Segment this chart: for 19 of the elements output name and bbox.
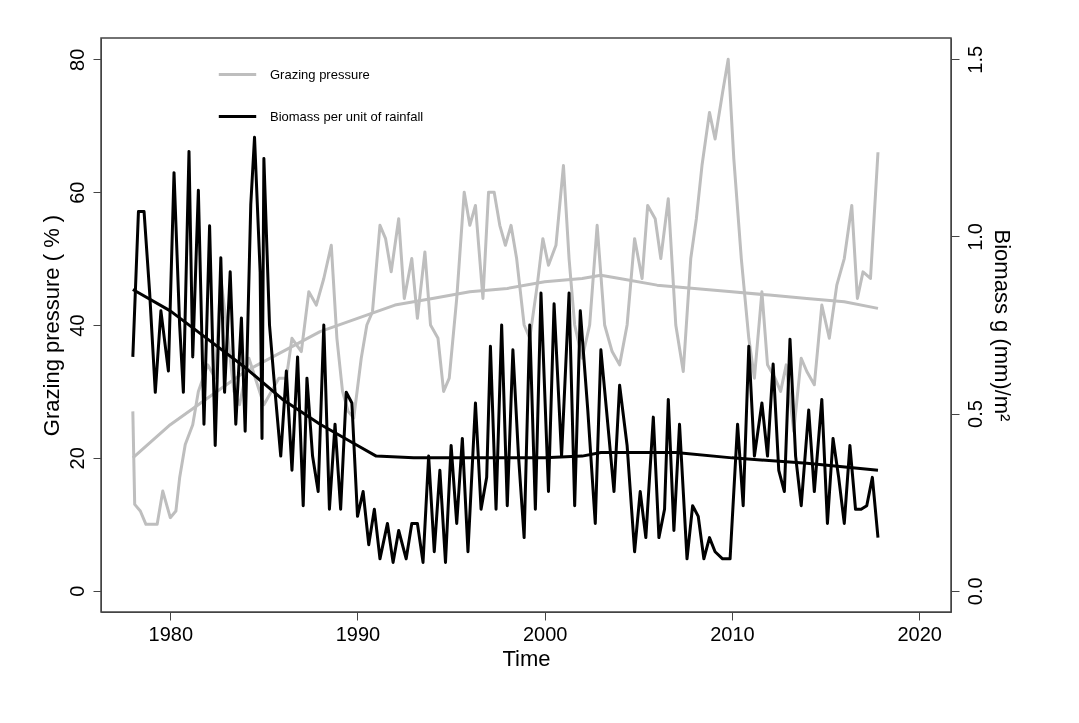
y2-tick-label: 1.5 [963,45,986,74]
y-tick-label: 0 [65,585,88,597]
legend-label: Biomass per unit of rainfall [270,108,424,124]
y2-tick-label: 1.0 [963,223,986,251]
y-axis-title: Grazing pressure ( % ) [38,214,64,437]
x-tick-label: 2020 [897,622,942,645]
y2-tick-label: 0.0 [963,577,986,606]
x-tick-label: 2010 [710,622,755,645]
y2-axis-title: Biomass g (mm)/m² [989,229,1015,422]
y2-tick-label: 0.5 [963,400,986,428]
x-tick-label: 1990 [335,622,381,645]
y-tick-label: 20 [65,447,88,470]
x-tick-label: 1980 [148,622,194,645]
legend-label: Grazing pressure [270,66,370,82]
y-tick-label: 80 [65,48,88,71]
x-tick-label: 2000 [522,622,568,645]
x-axis-title: Time [502,645,551,671]
y-tick-label: 40 [65,314,88,337]
y-tick-label: 60 [65,181,88,204]
